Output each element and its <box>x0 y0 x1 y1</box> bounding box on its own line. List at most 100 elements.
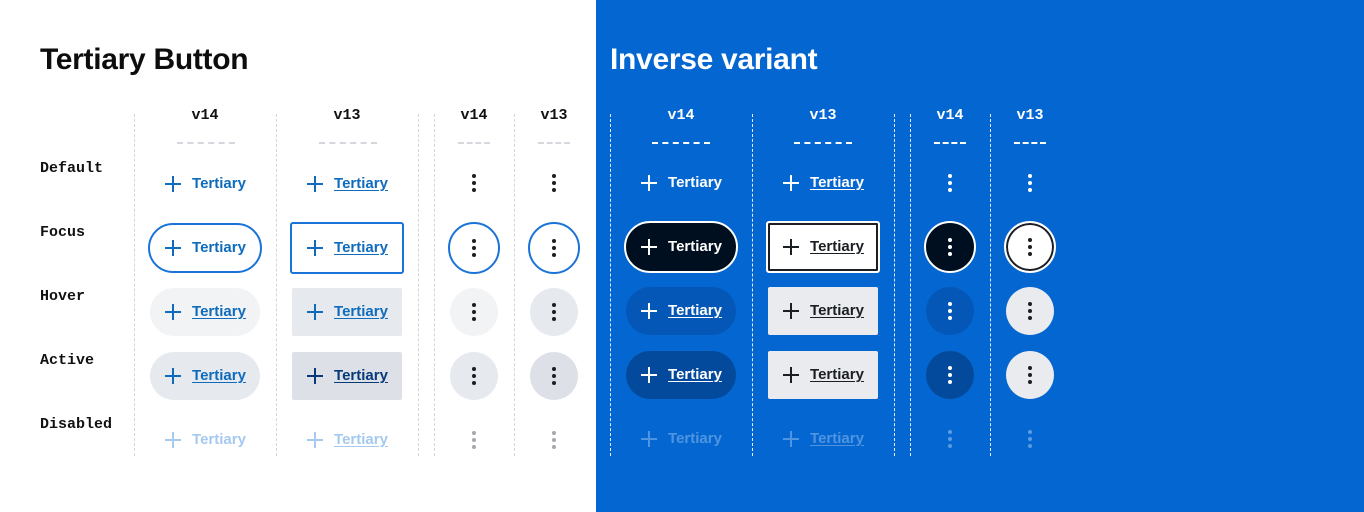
inverse-overflow-button-v14-active[interactable] <box>926 351 974 399</box>
inverse-panel: Inverse variant v14 v13 v14 v13 Tertiary… <box>596 0 1364 512</box>
tertiary-button-v14-default[interactable]: Tertiary <box>148 160 262 208</box>
column-divider-mark <box>652 142 710 144</box>
tertiary-button-v13-focus[interactable]: Tertiary <box>290 222 404 274</box>
plus-icon <box>641 303 658 319</box>
column-divider-mark <box>934 142 966 144</box>
column-header-v13-label: v13 <box>333 107 361 124</box>
grid-line <box>134 114 135 456</box>
button-label: Tertiary <box>668 366 722 383</box>
button-label: Tertiary <box>334 175 388 192</box>
inverse-overflow-button-v14-default[interactable] <box>926 159 974 207</box>
column-divider-mark <box>177 142 235 144</box>
overflow-button-v14-focus[interactable] <box>448 222 500 274</box>
overflow-button-v13-active[interactable] <box>530 352 578 400</box>
overflow-button-v14-disabled <box>450 416 498 464</box>
button-label: Tertiary <box>334 303 388 320</box>
column-header-v13-icon: v13 <box>540 107 568 124</box>
overflow-button-v13-default[interactable] <box>530 159 578 207</box>
overflow-button-v13-hover[interactable] <box>530 288 578 336</box>
inverse-tertiary-button-v13-focus[interactable]: Tertiary <box>766 221 880 273</box>
button-label: Tertiary <box>334 431 388 448</box>
inverse-tertiary-button-v14-disabled: Tertiary <box>624 415 738 463</box>
kebab-vertical-icon <box>948 366 952 384</box>
tertiary-button-v14-active[interactable]: Tertiary <box>150 352 260 400</box>
overflow-button-v14-active[interactable] <box>450 352 498 400</box>
kebab-vertical-icon <box>552 367 556 385</box>
grid-line <box>910 114 911 456</box>
kebab-vertical-icon <box>948 302 952 320</box>
plus-icon <box>783 239 800 255</box>
plus-icon <box>307 240 324 256</box>
plus-icon <box>307 368 324 384</box>
inverse-tertiary-button-v14-active[interactable]: Tertiary <box>626 351 736 399</box>
plus-icon <box>783 367 800 383</box>
plus-icon <box>641 239 658 255</box>
row-label-hover: Hover <box>40 288 86 305</box>
kebab-vertical-icon <box>1028 174 1032 192</box>
plus-icon <box>641 175 658 191</box>
button-label: Tertiary <box>192 239 246 256</box>
plus-icon <box>307 176 324 192</box>
inverse-title: Inverse variant <box>610 43 818 76</box>
tertiary-button-v14-focus[interactable]: Tertiary <box>148 223 262 273</box>
grid-line <box>276 114 277 456</box>
button-label: Tertiary <box>192 303 246 320</box>
tertiary-button-v13-disabled: Tertiary <box>290 416 404 464</box>
inverse-overflow-button-v13-default[interactable] <box>1006 159 1054 207</box>
kebab-vertical-icon <box>472 174 476 192</box>
kebab-vertical-icon <box>472 431 476 449</box>
inverse-tertiary-button-v14-hover[interactable]: Tertiary <box>626 287 736 335</box>
tertiary-button-v14-hover[interactable]: Tertiary <box>150 288 260 336</box>
row-label-default: Default <box>40 160 104 177</box>
button-label: Tertiary <box>810 430 864 447</box>
inverse-tertiary-button-v13-active[interactable]: Tertiary <box>768 351 878 399</box>
overflow-button-v14-hover[interactable] <box>450 288 498 336</box>
grid-line <box>894 114 895 456</box>
overflow-button-v13-disabled <box>530 416 578 464</box>
column-divider-mark <box>458 142 490 144</box>
button-label: Tertiary <box>668 174 722 191</box>
column-divider-mark <box>794 142 852 144</box>
grid-line <box>514 114 515 456</box>
inverse-overflow-button-v13-disabled <box>1006 415 1054 463</box>
inverse-overflow-button-v13-focus[interactable] <box>1004 221 1056 273</box>
tertiary-button-v13-default[interactable]: Tertiary <box>290 160 404 208</box>
inverse-overflow-button-v14-focus[interactable] <box>924 221 976 273</box>
column-header-v14-label: v14 <box>191 107 219 124</box>
tertiary-button-v13-active[interactable]: Tertiary <box>292 352 402 400</box>
inverse-tertiary-button-v14-focus[interactable]: Tertiary <box>624 221 738 273</box>
overflow-button-v14-default[interactable] <box>450 159 498 207</box>
button-label: Tertiary <box>334 239 388 256</box>
inverse-overflow-button-v14-hover[interactable] <box>926 287 974 335</box>
column-header-v14-label: v14 <box>667 107 695 124</box>
inverse-tertiary-button-v13-disabled: Tertiary <box>766 415 880 463</box>
button-label: Tertiary <box>810 302 864 319</box>
inverse-overflow-button-v13-hover[interactable] <box>1006 287 1054 335</box>
plus-icon <box>307 304 324 320</box>
tertiary-button-v13-hover[interactable]: Tertiary <box>292 288 402 336</box>
column-header-v13-icon: v13 <box>1016 107 1044 124</box>
inverse-tertiary-button-v14-default[interactable]: Tertiary <box>624 159 738 207</box>
plus-icon <box>165 304 182 320</box>
column-divider-mark <box>319 142 377 144</box>
inverse-tertiary-button-v13-default[interactable]: Tertiary <box>766 159 880 207</box>
grid-line <box>752 114 753 456</box>
plus-icon <box>165 432 182 448</box>
plus-icon <box>783 175 800 191</box>
column-divider-mark <box>538 142 570 144</box>
overflow-button-v13-focus[interactable] <box>528 222 580 274</box>
inverse-tertiary-button-v13-hover[interactable]: Tertiary <box>768 287 878 335</box>
kebab-vertical-icon <box>948 430 952 448</box>
inverse-overflow-button-v13-active[interactable] <box>1006 351 1054 399</box>
button-label: Tertiary <box>810 238 864 255</box>
column-divider-mark <box>1014 142 1046 144</box>
button-label: Tertiary <box>668 302 722 319</box>
kebab-vertical-icon <box>472 367 476 385</box>
plus-icon <box>165 240 182 256</box>
kebab-vertical-icon <box>1028 430 1032 448</box>
kebab-vertical-icon <box>552 303 556 321</box>
plus-icon <box>165 176 182 192</box>
grid-line <box>418 114 419 456</box>
page-title: Tertiary Button <box>40 43 249 76</box>
kebab-vertical-icon <box>948 174 952 192</box>
